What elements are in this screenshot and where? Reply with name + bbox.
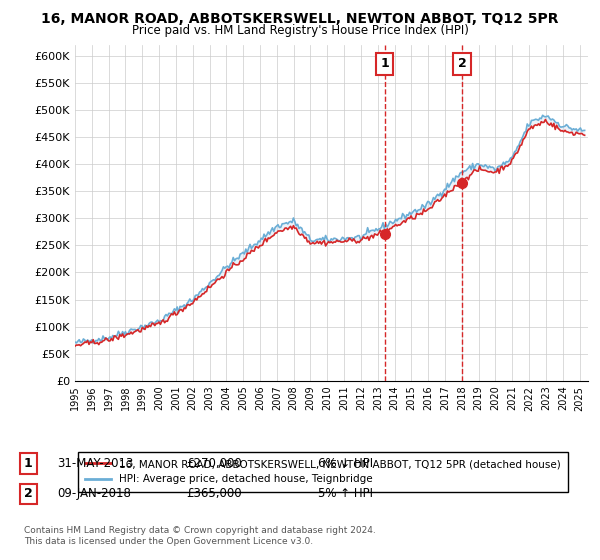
Text: 2: 2: [24, 487, 33, 501]
Text: Price paid vs. HM Land Registry's House Price Index (HPI): Price paid vs. HM Land Registry's House …: [131, 24, 469, 37]
Text: Contains HM Land Registry data © Crown copyright and database right 2024.
This d: Contains HM Land Registry data © Crown c…: [24, 526, 376, 546]
Text: £270,000: £270,000: [186, 457, 242, 470]
Text: 31-MAY-2013: 31-MAY-2013: [57, 457, 133, 470]
Text: 09-JAN-2018: 09-JAN-2018: [57, 487, 131, 501]
Legend: 16, MANOR ROAD, ABBOTSKERSWELL, NEWTON ABBOT, TQ12 5PR (detached house), HPI: Av: 16, MANOR ROAD, ABBOTSKERSWELL, NEWTON A…: [77, 452, 568, 492]
Text: £365,000: £365,000: [186, 487, 242, 501]
Text: 2: 2: [458, 57, 467, 70]
Text: 1: 1: [24, 457, 33, 470]
Text: 16, MANOR ROAD, ABBOTSKERSWELL, NEWTON ABBOT, TQ12 5PR: 16, MANOR ROAD, ABBOTSKERSWELL, NEWTON A…: [41, 12, 559, 26]
Text: 5% ↑ HPI: 5% ↑ HPI: [318, 487, 373, 501]
Text: 6% ↓ HPI: 6% ↓ HPI: [318, 457, 373, 470]
Text: 1: 1: [380, 57, 389, 70]
